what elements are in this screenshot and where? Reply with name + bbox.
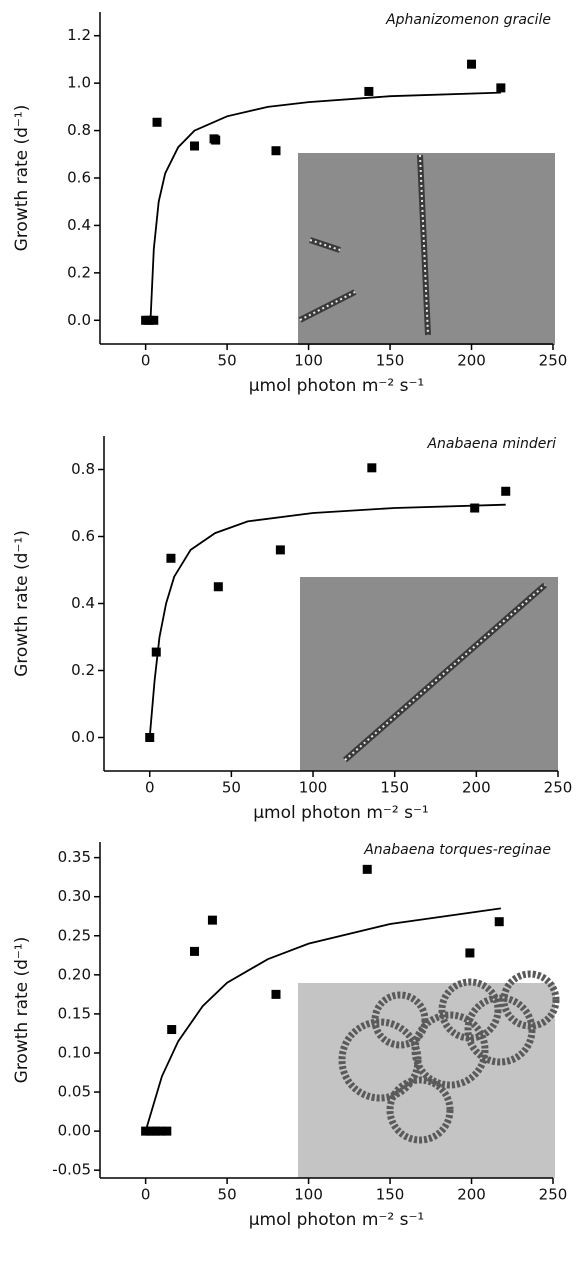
x-tick-label: 250 (539, 1186, 568, 1204)
inset-photo (298, 970, 560, 1178)
x-tick-label: 150 (380, 779, 409, 797)
coil (386, 1076, 454, 1144)
x-tick-label: 0 (141, 352, 151, 370)
coil (371, 991, 429, 1049)
data-point (166, 553, 176, 563)
y-tick-label: 0.00 (58, 1122, 91, 1140)
coil (338, 1018, 422, 1102)
y-tick-label: 0.15 (58, 1004, 91, 1022)
data-point (152, 117, 162, 127)
fit-curve (148, 503, 506, 738)
data-point (150, 1126, 160, 1136)
data-point (167, 1025, 177, 1035)
data-point (501, 486, 511, 496)
data-point (162, 1126, 172, 1136)
filament-edge (309, 239, 341, 251)
y-axis-label: Growth rate (d⁻¹) (12, 937, 32, 1084)
x-axis-label: μmol photon m⁻² s⁻¹ (249, 376, 425, 396)
y-tick-label: 0.0 (71, 728, 95, 746)
data-point (144, 315, 154, 325)
y-tick-label: 1.0 (67, 74, 91, 92)
y-tick-label: 0.2 (67, 263, 91, 281)
x-tick-label: 200 (462, 779, 491, 797)
data-point (141, 1126, 151, 1136)
coil (438, 978, 502, 1042)
y-tick-label: 0.2 (71, 661, 95, 679)
x-tick-label: 100 (294, 1186, 323, 1204)
y-tick-label: 0.8 (67, 121, 91, 139)
x-tick-label: 50 (218, 352, 237, 370)
data-point (362, 864, 372, 874)
y-tick-label: 0.0 (67, 311, 91, 329)
data-point (207, 915, 217, 925)
y-tick-label: 0.10 (58, 1043, 91, 1061)
y-tick-label: 0.25 (58, 926, 91, 944)
coil (411, 1011, 489, 1089)
chart-title: Anabaena torques-reginae (363, 842, 551, 858)
data-point (465, 948, 475, 958)
filament-edge (419, 154, 429, 336)
y-tick-label: 0.35 (58, 848, 91, 866)
data-point (213, 582, 223, 592)
data-point (494, 917, 504, 927)
x-tick-label: 50 (218, 1186, 237, 1204)
data-point (271, 146, 281, 156)
x-tick-label: 100 (299, 779, 328, 797)
x-tick-label: 250 (539, 352, 568, 370)
inset-photo (298, 153, 555, 345)
data-point (467, 59, 477, 69)
data-point (367, 463, 377, 473)
y-tick-label: 0.4 (71, 594, 95, 612)
data-point (364, 86, 374, 96)
filament-edge (299, 291, 356, 321)
y-tick-label: 0.4 (67, 216, 91, 234)
x-tick-label: 150 (376, 1186, 405, 1204)
x-tick-label: 0 (145, 779, 155, 797)
coil (500, 970, 560, 1030)
y-tick-label: 0.05 (58, 1083, 91, 1101)
y-axis-label: Growth rate (d⁻¹) (12, 105, 32, 252)
chart-title: Anabaena minderi (426, 436, 556, 452)
data-point (271, 989, 281, 999)
coil (464, 994, 536, 1066)
data-point (151, 647, 161, 657)
y-tick-label: 1.2 (67, 26, 91, 44)
data-point (275, 545, 285, 555)
data-point (149, 315, 159, 325)
y-tick-label: 0.6 (71, 527, 95, 545)
fit-curve (144, 907, 502, 1132)
x-tick-label: 0 (141, 1186, 151, 1204)
data-point (190, 946, 200, 956)
data-point (211, 135, 221, 145)
y-axis-label: Growth rate (d⁻¹) (12, 530, 32, 677)
x-tick-label: 250 (544, 779, 573, 797)
y-tick-label: 0.6 (67, 169, 91, 187)
data-point (146, 1126, 156, 1136)
y-tick-label: -0.05 (52, 1161, 91, 1179)
x-axis-label: μmol photon m⁻² s⁻¹ (253, 803, 429, 823)
chart-title: Aphanizomenon gracile (385, 12, 551, 28)
x-tick-label: 50 (222, 779, 241, 797)
filament-edge (344, 584, 546, 761)
y-tick-label: 0.20 (58, 965, 91, 983)
data-point (190, 141, 200, 151)
data-point (496, 83, 506, 93)
inset-photo (300, 577, 558, 771)
y-tick-label: 0.30 (58, 887, 91, 905)
x-tick-label: 100 (294, 352, 323, 370)
y-tick-label: 0.8 (71, 460, 95, 478)
data-point (470, 503, 480, 513)
fit-curve (149, 91, 501, 321)
x-tick-label: 200 (457, 1186, 486, 1204)
x-tick-label: 150 (376, 352, 405, 370)
x-axis-label: μmol photon m⁻² s⁻¹ (249, 1210, 425, 1230)
data-point (155, 1126, 165, 1136)
x-tick-label: 200 (457, 352, 486, 370)
